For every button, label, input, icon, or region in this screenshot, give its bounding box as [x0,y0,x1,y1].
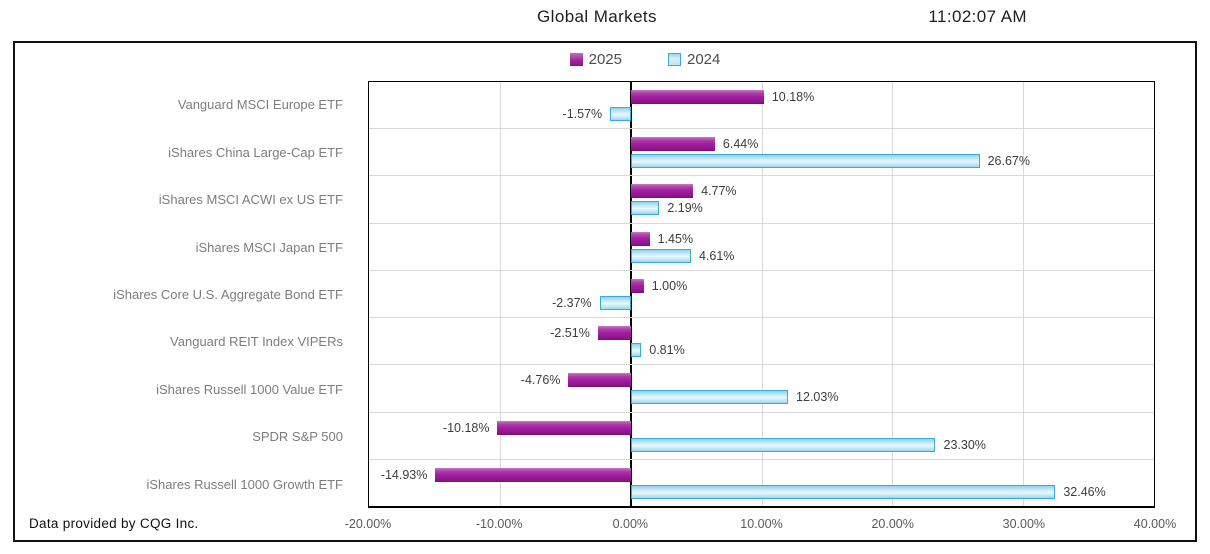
x-tick-label: 10.00% [740,517,783,531]
category-label: iShares MSCI ACWI ex US ETF [158,192,343,208]
category-labels: Vanguard MSCI Europe ETF iShares China La… [15,81,357,508]
value-label-2024: 2.19% [667,201,703,216]
value-label-2024: 32.46% [1063,484,1106,499]
bar-rows: 10.18% -1.57% 6.44% 26.67% 4.77% 2.19% 1.45% 4.… [369,82,1154,506]
bar-2025 [597,326,631,341]
x-axis: -20.00% -10.00% 0.00% 10.00% 20.00% 30.00% 40.… [345,513,1176,535]
legend-swatch-2024 [668,53,681,66]
chart-row: 10.18% -1.57% [369,82,1154,130]
clock-time: 11:02:07 AM [928,7,1027,26]
chart-row: -4.76% 12.03% [369,365,1154,413]
value-label-2024: -1.57% [562,107,603,121]
category-label: Vanguard MSCI Europe ETF [177,97,343,113]
zero-axis-line [629,82,632,506]
x-tick-label: 40.00% [1133,517,1177,531]
category-label: SPDR S&P 500 [252,429,343,445]
category-label: Vanguard REIT Index VIPERs [170,334,343,350]
bar-2024 [630,390,789,405]
legend-swatch-2025 [569,53,583,66]
value-label-2024: 0.81% [649,343,685,358]
bar-2025 [630,278,644,293]
data-source-note: Data provided by CQG Inc. [29,516,199,531]
value-label-2024: 12.03% [796,390,839,405]
bar-2024 [610,107,631,121]
gridline [499,82,501,506]
bar-2024 [630,201,660,216]
chart-legend: 2025 2024 [55,51,1210,68]
legend-label-2024: 2024 [687,51,721,68]
chart-row: -10.18% 23.30% [369,413,1154,460]
bar-2025 [630,184,694,199]
page-title: Global Markets [537,7,657,26]
chart-row: 1.45% 4.61% [369,224,1154,271]
category-label: iShares MSCI Japan ETF [195,239,343,255]
value-label-2025: -4.76% [520,373,561,388]
bar-2025 [497,420,631,435]
chart-row: -2.51% 0.81% [369,318,1154,366]
chart-row: 6.44% 26.67% [369,129,1154,177]
bar-2025 [630,90,764,104]
bar-2024 [630,248,691,263]
value-label-2025: 6.44% [722,137,759,152]
chart-panel: 2025 2024 Vanguard MSCI Europe ETF iShares… [13,41,1197,542]
x-tick-label: -10.00% [475,517,523,531]
chart-row: -14.93% 32.46% [369,460,1154,506]
bar-2024 [630,484,1056,499]
legend-item-2025: 2025 [569,51,622,68]
bar-2024 [630,154,980,169]
chart-row: 1.00% -2.37% [369,271,1154,319]
category-label: iShares China Large-Cap ETF [168,144,343,160]
chart-row: 4.77% 2.19% [369,176,1154,224]
category-label: iShares Russell 1000 Growth ETF [146,476,343,492]
value-label-2025: 1.00% [651,278,688,293]
bar-2025 [568,373,631,388]
value-label-2025: -14.93% [380,467,428,482]
x-tick-label: 30.00% [1002,517,1046,531]
bar-2024 [630,343,642,358]
bar-2025 [630,137,715,152]
category-label: iShares Russell 1000 Value ETF [156,381,343,397]
value-label-2025: 1.45% [657,231,694,246]
bar-2025 [435,467,631,482]
bar-2024 [630,437,936,452]
value-label-2025: 10.18% [771,90,815,104]
x-tick-label: 0.00% [612,517,649,531]
value-label-2024: -2.37% [552,295,592,310]
gridline [761,82,763,506]
value-label-2025: -10.18% [442,420,490,435]
plot-area: 10.18% -1.57% 6.44% 26.67% 4.77% 2.19% 1.45% 4.… [368,81,1155,508]
value-label-2025: 4.77% [701,184,737,199]
legend-item-2024: 2024 [668,51,720,68]
x-tick-label: -20.00% [344,517,392,531]
category-label: iShares Core U.S. Aggregate Bond ETF [113,286,343,302]
value-label-2024: 4.61% [698,248,735,263]
legend-label-2025: 2025 [588,51,622,68]
value-label-2025: -2.51% [550,326,590,341]
x-tick-label: 20.00% [871,517,914,531]
bar-2025 [630,231,650,246]
gridline [892,82,894,506]
bar-2024 [599,295,631,310]
value-label-2024: 26.67% [987,154,1030,169]
gridline [1023,82,1025,506]
value-label-2024: 23.30% [943,437,986,452]
